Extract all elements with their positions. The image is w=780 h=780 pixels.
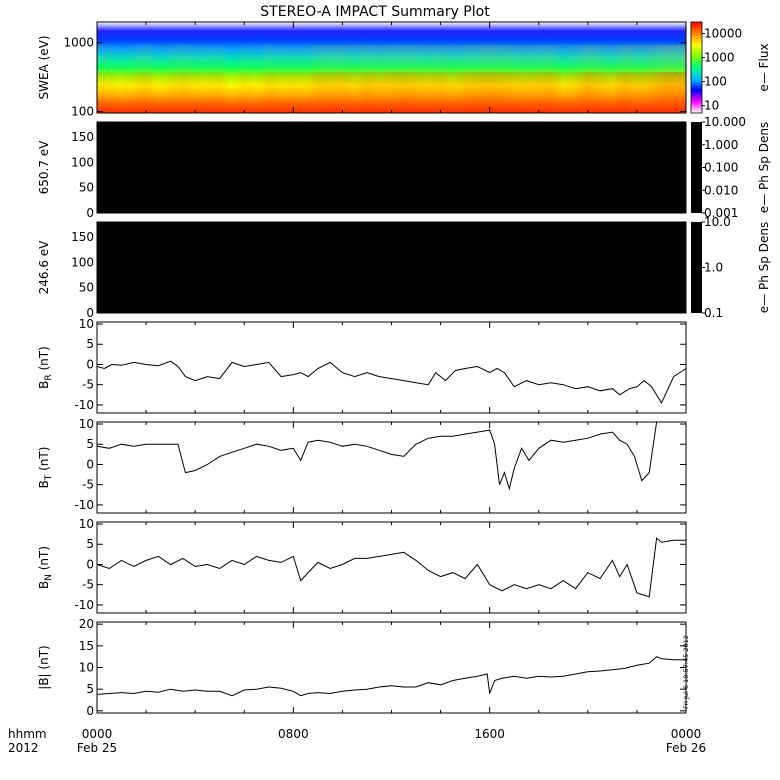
- ytick-label: 1000: [63, 36, 94, 50]
- time-tick-label: 0800: [278, 727, 309, 741]
- cb-tick-label: 10000: [704, 26, 742, 40]
- pad246-spectrogram: [97, 222, 686, 313]
- ytick-label: 50: [79, 281, 94, 295]
- swea-ylabel: SWEA (eV): [37, 35, 51, 99]
- panel-pad650: 0 50 100 150 650.7 eV 0.001 0.010 0.100 1.000 10.…: [37, 115, 771, 220]
- bn-series-line: [96, 537, 686, 598]
- panel-pad246: 0 50 100 150 246.6 eV 0.1 1.0 10.0 e— Ph Sp Dens: [37, 215, 771, 320]
- panel-swea: 100 1000 SWEA (eV) 10 100 1000 10000 e— Flux: [37, 21, 771, 118]
- bn-frame: [96, 521, 687, 614]
- ytick-label: 10: [79, 661, 94, 675]
- panel-br: -10 -5 0 5 10 BR (nT): [37, 317, 687, 414]
- time-tick-label: 0000: [82, 727, 113, 741]
- ytick-label: 20: [79, 617, 94, 631]
- swea-colorbar: [690, 21, 703, 114]
- ytick-label: 15: [79, 639, 94, 653]
- panel-bmag: 0 5 10 15 20 |B| (nT): [37, 617, 687, 718]
- ytick-label: 5: [86, 682, 94, 696]
- ytick-label: 0: [86, 206, 94, 220]
- ytick-label: -10: [74, 398, 94, 412]
- pad246-colorbar: [691, 222, 702, 313]
- cb-tick-label: 100: [704, 75, 727, 89]
- br-series-line: [96, 360, 687, 404]
- ytick-label: 0: [86, 306, 94, 320]
- ytick-label: 0: [86, 704, 94, 718]
- cb-tick-label: 0.100: [704, 161, 738, 175]
- br-ylabel: BR (nT): [37, 346, 54, 389]
- time-label-year: 2012: [8, 741, 39, 755]
- cb-tick-label: 10.000: [704, 115, 746, 129]
- ytick-label: 0: [86, 457, 94, 471]
- pad246-ylabel: 246.6 eV: [37, 240, 51, 295]
- ytick-label: -5: [82, 478, 94, 492]
- ytick-label: -10: [74, 598, 94, 612]
- ytick-label: 10: [79, 517, 94, 531]
- ytick-label: 100: [71, 104, 94, 118]
- cb-tick-label: 0.010: [704, 183, 738, 197]
- swea-colorbar-label: e— Flux: [757, 43, 771, 91]
- swea-mid-overlay: [97, 44, 686, 73]
- ytick-label: 100: [71, 255, 94, 269]
- pad246-colorbar-label: e— Ph Sp Dens: [757, 222, 771, 313]
- bt-ylabel: BT (nT): [37, 447, 54, 489]
- ytick-label: 5: [86, 337, 94, 351]
- panel-bt: -10 -5 0 5 10 BT (nT): [37, 417, 687, 514]
- date-label: Feb 26: [666, 741, 706, 755]
- ytick-label: 150: [71, 230, 94, 244]
- bn-ylabel: BN (nT): [37, 546, 54, 589]
- time-tick-label: 1600: [474, 727, 505, 741]
- ytick-label: 5: [86, 537, 94, 551]
- ytick-label: -5: [82, 378, 94, 392]
- cb-tick-label: 0.1: [704, 306, 723, 320]
- ytick-label: 100: [71, 155, 94, 169]
- ytick-label: 150: [71, 130, 94, 144]
- cb-tick-label: 1.000: [704, 138, 738, 152]
- ytick-label: 10: [79, 417, 94, 431]
- pad650-spectrogram: [97, 122, 686, 213]
- ytick-label: 5: [86, 437, 94, 451]
- ytick-label: 0: [86, 557, 94, 571]
- time-tick-label: 0000: [671, 727, 702, 741]
- cb-tick-label: 1000: [704, 51, 735, 65]
- cb-tick-label: 10: [704, 99, 719, 113]
- br-frame: [96, 321, 687, 414]
- panel-bn: -10 -5 0 5 10 BN (nT): [37, 517, 687, 614]
- pad650-colorbar: [691, 122, 702, 213]
- date-label: Feb 25: [77, 741, 117, 755]
- pad650-colorbar-label: e— Ph Sp Dens: [757, 122, 771, 213]
- pad650-ylabel: 650.7 eV: [37, 140, 51, 195]
- timestamp-stamp: Fri Jul 6 18:57:45 2012: [682, 635, 690, 709]
- swea-intensity-overlay: [97, 72, 686, 113]
- ytick-label: 10: [79, 317, 94, 331]
- time-label-hhmm: hhmm: [8, 727, 47, 741]
- ytick-label: -5: [82, 578, 94, 592]
- cb-tick-label: 1.0: [704, 261, 723, 275]
- ytick-label: -10: [74, 498, 94, 512]
- bt-series-line: [96, 421, 686, 491]
- bmag-ylabel: |B| (nT): [37, 645, 51, 689]
- bt-frame: [96, 421, 687, 514]
- cb-tick-label: 0.001: [704, 206, 738, 220]
- bmag-frame: [96, 621, 687, 714]
- figure-title: STEREO-A IMPACT Summary Plot: [260, 4, 490, 20]
- bmag-series-line: [96, 656, 686, 697]
- ytick-label: 0: [86, 357, 94, 371]
- ytick-label: 50: [79, 181, 94, 195]
- cb-tick-label: 10.0: [704, 215, 731, 229]
